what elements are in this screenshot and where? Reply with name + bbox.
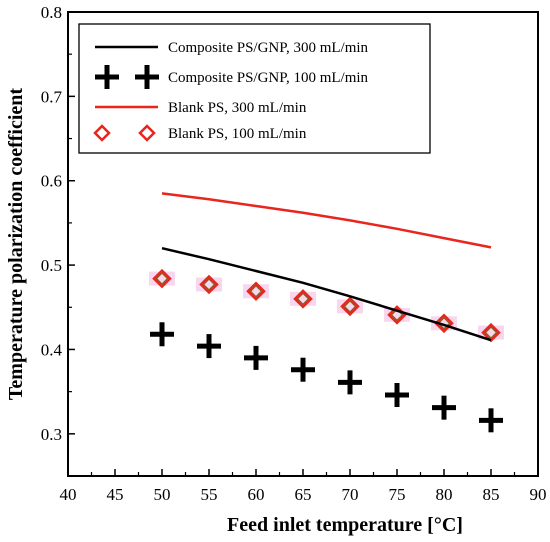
data-point-plus xyxy=(338,370,362,395)
y-tick-label: 0.4 xyxy=(41,340,63,359)
data-point-plus xyxy=(479,408,503,433)
legend-swatch xyxy=(95,65,119,89)
legend-item: Composite PS/GNP, 300 mL/min xyxy=(95,40,369,56)
data-point-plus xyxy=(291,357,315,382)
x-tick-label: 60 xyxy=(248,485,265,504)
data-point-diamond xyxy=(196,274,222,295)
legend-label: Blank PS, 100 mL/min xyxy=(168,126,307,142)
legend-item: Composite PS/GNP, 100 mL/min xyxy=(95,65,369,89)
legend-swatch xyxy=(135,65,159,89)
x-tick-label: 90 xyxy=(530,485,547,504)
x-tick-label: 75 xyxy=(389,485,406,504)
legend-swatch xyxy=(93,124,111,142)
y-tick-label: 0.5 xyxy=(41,256,62,275)
x-tick-label: 45 xyxy=(107,485,124,504)
y-tick-label: 0.7 xyxy=(41,87,63,106)
y-tick-label: 0.6 xyxy=(41,172,62,191)
data-point-diamond xyxy=(337,296,363,317)
legend-label: Blank PS, 300 mL/min xyxy=(168,100,307,116)
legend-item: Blank PS, 300 mL/min xyxy=(95,100,307,116)
data-point-diamond xyxy=(149,268,175,289)
plot-markers xyxy=(149,268,504,433)
x-tick-label: 40 xyxy=(60,485,77,504)
x-tick-label: 50 xyxy=(154,485,171,504)
x-axis-title: Feed inlet temperature [°C] xyxy=(227,514,463,536)
data-point-diamond xyxy=(478,322,504,343)
data-point-plus xyxy=(150,322,174,347)
legend-item: Blank PS, 100 mL/min xyxy=(93,124,307,142)
series-line xyxy=(161,247,492,342)
y-tick-label: 0.3 xyxy=(41,425,62,444)
legend-swatch xyxy=(138,124,156,142)
data-point-diamond xyxy=(290,289,316,309)
legend-label: Composite PS/GNP, 100 mL/min xyxy=(168,70,369,86)
data-point-plus xyxy=(432,395,456,420)
data-point-plus xyxy=(385,383,409,408)
data-point-plus xyxy=(197,334,221,359)
y-axis-title: Temperature polarization coefficient xyxy=(5,88,27,400)
x-tick-label: 85 xyxy=(483,485,500,504)
y-tick-label: 0.8 xyxy=(41,3,62,22)
data-point-plus xyxy=(244,345,268,370)
x-tick-label: 70 xyxy=(342,485,359,504)
ticks: 40 45 50 55 60 65 70 75 80 85 90 0.3 0.4 0.5 0.6 0.7 0.8 xyxy=(41,3,547,504)
series-line xyxy=(161,192,492,249)
legend-label: Composite PS/GNP, 300 mL/min xyxy=(168,40,369,56)
x-tick-label: 65 xyxy=(295,485,312,504)
legend: Composite PS/GNP, 300 mL/min Composite PS… xyxy=(78,23,431,154)
x-tick-label: 80 xyxy=(436,485,453,504)
plot-lines xyxy=(161,192,492,342)
data-point-diamond xyxy=(243,281,269,302)
legend-box xyxy=(78,23,431,154)
data-point-diamond xyxy=(384,305,410,325)
x-tick-label: 55 xyxy=(201,485,218,504)
